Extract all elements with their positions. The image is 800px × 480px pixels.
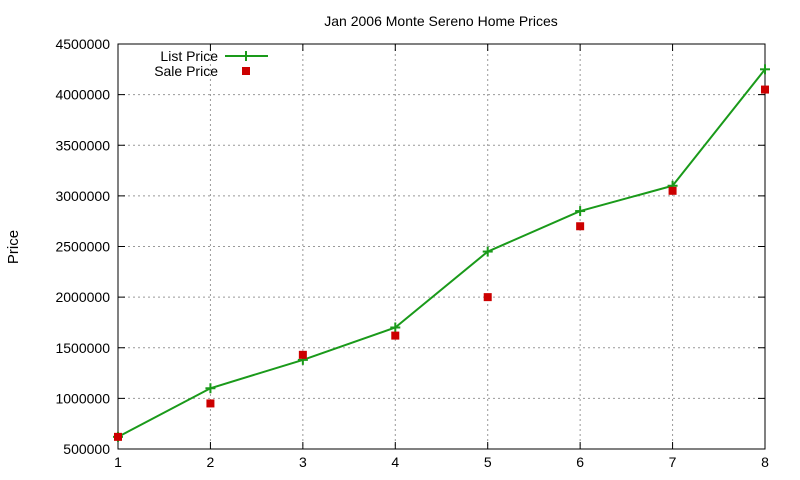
data-point <box>668 186 677 195</box>
data-point <box>761 85 769 94</box>
legend-marker <box>242 67 250 75</box>
y-tick-label: 3500000 <box>55 137 110 153</box>
y-tick-label: 4000000 <box>55 87 110 103</box>
y-tick-label: 2500000 <box>55 239 110 255</box>
y-tick-label: 500000 <box>63 441 110 457</box>
x-tick-label: 3 <box>299 454 307 470</box>
x-tick-label: 2 <box>207 454 215 470</box>
y-tick-label: 1500000 <box>55 340 110 356</box>
series-line <box>117 68 766 438</box>
data-point <box>298 350 307 359</box>
plot-border <box>117 43 766 450</box>
data-point <box>114 432 122 441</box>
data-point <box>576 222 585 231</box>
series <box>113 64 770 442</box>
x-tick-label: 4 <box>391 454 399 470</box>
data-point <box>205 383 216 394</box>
y-tick-label: 4500000 <box>55 36 110 52</box>
legend-marker <box>241 51 251 61</box>
tick-labels: 1 2 3 4 5 6 7 8 500000 1000000 1500000 2000000 25000… <box>55 36 769 470</box>
x-tick-label: 1 <box>114 454 122 470</box>
y-axis-label: Price <box>5 230 22 264</box>
x-tick-label: 8 <box>761 454 769 470</box>
series-sale-price <box>114 85 769 441</box>
x-tick-label: 7 <box>669 454 677 470</box>
data-point <box>391 331 400 340</box>
data-point <box>390 322 401 333</box>
x-tick-label: 5 <box>484 454 492 470</box>
y-tick-label: 1000000 <box>55 390 110 406</box>
data-point <box>482 246 493 257</box>
legend-label: Sale Price <box>154 63 218 79</box>
data-point <box>575 206 586 217</box>
data-point <box>206 399 215 408</box>
y-tick-label: 2000000 <box>55 289 110 305</box>
data-point <box>760 64 770 75</box>
y-tick-label: 3000000 <box>55 188 110 204</box>
legend-label: List Price <box>160 48 218 64</box>
data-point <box>483 293 492 302</box>
series-list-price <box>113 64 770 442</box>
x-tick-label: 6 <box>576 454 584 470</box>
chart-title: Jan 2006 Monte Sereno Home Prices <box>324 13 557 29</box>
